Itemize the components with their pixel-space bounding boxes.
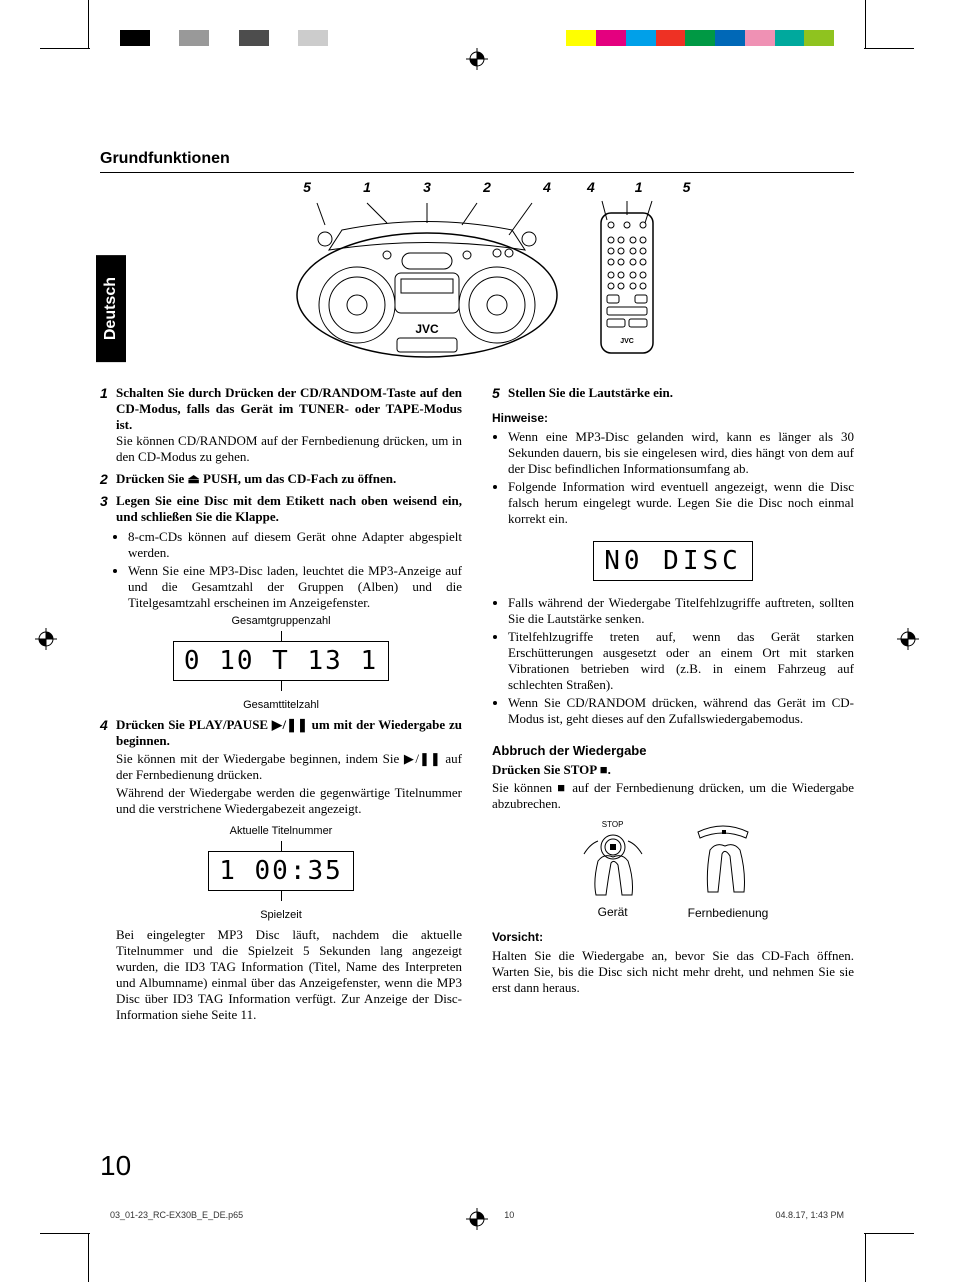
step-bold: Legen Sie eine Disc mit dem Etikett nach…	[116, 493, 462, 524]
abort-bold: Drücken Sie STOP ■.	[492, 762, 611, 777]
crop-mark	[864, 48, 914, 49]
bullet-text: 8-cm-CDs können auf diesem Gerät ohne Ad…	[128, 529, 462, 561]
figure-ref: 1	[635, 179, 643, 195]
hint-text: Folgende Information wird eventuell ange…	[508, 479, 854, 527]
figure-ref: 1	[363, 179, 371, 195]
language-tab: Deutsch	[96, 255, 126, 362]
figure-ref: 2	[483, 179, 491, 195]
step-bold: Schalten Sie durch Drücken der CD/RANDOM…	[116, 385, 462, 432]
device-figure: 5 1 3 2 4	[287, 179, 567, 369]
step-text: Während der Wiedergabe werden die gegenw…	[116, 785, 462, 817]
crop-mark	[40, 1233, 90, 1234]
figure-ref: 3	[423, 179, 431, 195]
divider	[100, 172, 854, 173]
device-caption: Gerät	[578, 905, 648, 919]
remote-figure: 4 1 5 JVC	[587, 179, 667, 369]
step-number: 2	[100, 471, 116, 487]
lcd-display: 1 00:35	[208, 851, 354, 891]
step-number: 3	[100, 493, 116, 525]
step-number: 4	[100, 717, 116, 749]
color-bar	[90, 30, 864, 46]
step-bold: Drücken Sie ⏏ PUSH, um das CD-Fach zu öf…	[116, 471, 396, 486]
press-remote-icon	[688, 820, 758, 900]
lcd-display: 0 10 T 13 1	[173, 641, 389, 681]
page-number: 10	[100, 1150, 131, 1182]
remote-stop-figure: Fernbedienung	[688, 820, 769, 920]
figure-ref: 4	[587, 179, 595, 195]
lcd-display: N0 DISC	[593, 541, 753, 581]
lcd-caption: Spielzeit	[100, 909, 462, 921]
left-column: 1 Schalten Sie durch Drücken der CD/RAND…	[100, 379, 462, 1025]
subsection-heading: Abbruch der Wiedergabe	[492, 743, 854, 758]
hint-text: Wenn eine MP3-Disc gelanden wird, kann e…	[508, 429, 854, 477]
registration-mark-icon	[897, 628, 919, 654]
crop-mark	[88, 0, 89, 48]
hint-text: Wenn Sie CD/RANDOM drücken, während das …	[508, 695, 854, 727]
crop-mark	[865, 1234, 866, 1282]
hints-heading: Hinweise:	[492, 411, 854, 425]
lcd-caption: Gesamttitelzahl	[100, 699, 462, 711]
right-column: 5 Stellen Sie die Lautstärke ein. Hinwei…	[492, 379, 854, 1025]
crop-mark	[40, 48, 90, 49]
caution-heading: Vorsicht:	[492, 930, 854, 944]
step-number: 5	[492, 385, 508, 401]
abort-text: Sie können ■ auf der Fernbedienung drück…	[492, 780, 854, 812]
crop-mark	[865, 0, 866, 48]
figure-ref: 5	[683, 179, 691, 195]
paragraph: Bei eingelegter MP3 Disc läuft, nachdem …	[116, 927, 462, 1023]
footer-date: 04.8.17, 1:43 PM	[775, 1210, 844, 1220]
lcd-caption: Aktuelle Titelnummer	[100, 825, 462, 837]
bullet-text: Wenn Sie eine MP3-Disc laden, leuchtet d…	[128, 563, 462, 611]
step-number: 1	[100, 385, 116, 465]
boombox-icon: JVC	[287, 195, 567, 365]
page-content: Deutsch Grundfunktionen 5 1 3 2 4	[100, 150, 854, 1182]
hint-text: Titelfehlzugriffe treten auf, wenn das G…	[508, 629, 854, 693]
device-stop-figure: STOP Gerät	[578, 820, 648, 920]
press-button-icon	[578, 829, 648, 899]
step-text: Sie können mit der Wiedergabe beginnen, …	[116, 751, 462, 783]
step-text: Sie können CD/RANDOM auf der Fernbedienu…	[116, 433, 462, 464]
crop-mark	[864, 1233, 914, 1234]
section-title: Grundfunktionen	[100, 150, 854, 168]
figure-ref: 4	[543, 179, 551, 195]
footer: 03_01-23_RC-EX30B_E_DE.p65 10 04.8.17, 1…	[110, 1210, 844, 1220]
hint-text: Falls während der Wiedergabe Titelfehlzu…	[508, 595, 854, 627]
brand-label: JVC	[415, 322, 439, 336]
remote-caption: Fernbedienung	[688, 906, 769, 920]
footer-filename: 03_01-23_RC-EX30B_E_DE.p65	[110, 1210, 243, 1220]
registration-mark-icon	[466, 48, 488, 74]
footer-page: 10	[504, 1210, 514, 1220]
registration-mark-icon	[35, 628, 57, 654]
remote-icon: JVC	[587, 195, 667, 365]
stop-label: STOP	[578, 820, 648, 829]
step-bold: Stellen Sie die Lautstärke ein.	[508, 385, 673, 400]
crop-mark	[88, 1234, 89, 1282]
lcd-caption: Gesamtgruppenzahl	[100, 615, 462, 627]
svg-text:JVC: JVC	[620, 338, 634, 345]
figure-ref: 5	[303, 179, 311, 195]
caution-text: Halten Sie die Wiedergabe an, bevor Sie …	[492, 948, 854, 996]
step-bold: Drücken Sie PLAY/PAUSE ▶/❚❚ um mit der W…	[116, 717, 462, 748]
